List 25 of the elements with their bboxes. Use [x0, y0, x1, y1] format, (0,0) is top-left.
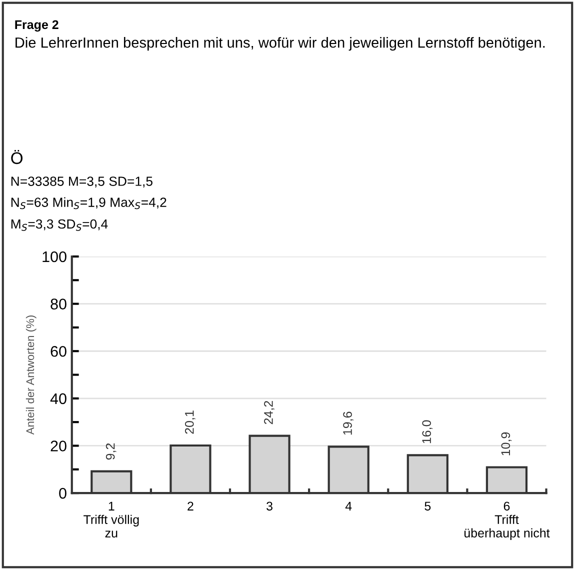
text: N=33385 M=3,5 SD=1,5	[11, 176, 152, 188]
x-tick-label: 2	[188, 502, 194, 510]
data-label: 24,2	[264, 400, 274, 424]
y-tick-label: 60	[50, 346, 66, 357]
chart-subtitle: Die LehrerInnen besprechen mit uns, wofür wir den jeweiligen Lernstoff benötigen.	[16, 37, 545, 51]
text: N$_{S}$=63 Min$_{S}$=1,9 Max$_{S}$=4,2	[11, 197, 166, 210]
data-label: 10,9	[501, 432, 512, 456]
x-tick-label: 5	[424, 502, 431, 511]
chart-title: Frage 2	[15, 20, 58, 32]
text: Ö	[11, 150, 23, 164]
data-label: 9,2	[106, 443, 116, 460]
x-tick-label: 4	[345, 502, 352, 510]
y-axis-title: Anteil der Antworten (%)	[26, 316, 36, 435]
y-tick-label: 40	[50, 393, 66, 404]
y-tick-label: 0	[59, 488, 66, 499]
data-label: 19,6	[343, 412, 354, 435]
x-tick-label: 1 Trifft völlig zu	[84, 502, 139, 538]
text: M$_{S}$=3,3 SD$_{S}$=0,4	[11, 219, 108, 231]
y-tick-label: 100	[42, 251, 66, 262]
data-label: 16,0	[422, 420, 432, 444]
x-tick-label: 6 Trifft überhaupt nicht	[464, 502, 550, 540]
y-tick-label: 20	[50, 440, 66, 452]
y-tick-label: 80	[50, 298, 66, 310]
data-label: 20,1	[184, 410, 196, 434]
x-tick-label: 3	[266, 502, 272, 511]
